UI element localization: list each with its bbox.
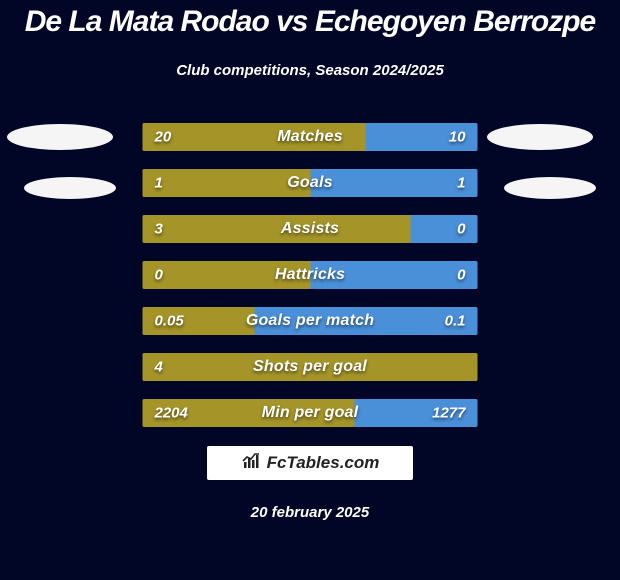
stat-fill-left: [143, 261, 311, 289]
stat-value-left: 2204: [155, 405, 188, 422]
brand-text: FcTables.com: [267, 453, 380, 473]
player-avatar-left-0: [7, 124, 113, 150]
stat-fill-left: [143, 353, 478, 381]
stat-fill-right: [310, 261, 478, 289]
stat-row-shots-per-goal: 4Shots per goal: [143, 353, 478, 381]
stat-value-left: 3: [155, 221, 163, 238]
stat-row-goals-per-match: 0.050.1Goals per match: [143, 307, 478, 335]
stat-fill-right: [411, 215, 478, 243]
footer-date: 20 february 2025: [0, 504, 620, 521]
stats-bars: 2010Matches11Goals30Assists00Hattricks0.…: [143, 123, 478, 445]
stat-value-left: 1: [155, 175, 163, 192]
player-avatar-left-1: [24, 177, 116, 199]
stat-value-right: 0: [457, 267, 465, 284]
stat-value-left: 0: [155, 267, 163, 284]
brand-chart-icon: [241, 452, 261, 475]
stat-value-right: 10: [449, 129, 466, 146]
stat-row-assists: 30Assists: [143, 215, 478, 243]
brand-badge: FcTables.com: [207, 446, 413, 480]
stat-value-right: 1277: [432, 405, 465, 422]
stat-fill-left: [143, 123, 366, 151]
player-avatar-right-0: [487, 124, 593, 150]
stat-value-right: 0.1: [445, 313, 466, 330]
stat-value-right: 1: [457, 175, 465, 192]
stat-fill-right: [310, 169, 478, 197]
player-avatar-right-1: [504, 177, 596, 199]
comparison-subtitle: Club competitions, Season 2024/2025: [0, 62, 620, 79]
stat-fill-left: [143, 215, 411, 243]
stat-row-matches: 2010Matches: [143, 123, 478, 151]
stat-value-left: 0.05: [155, 313, 184, 330]
stat-value-left: 20: [155, 129, 172, 146]
stat-row-min-per-goal: 22041277Min per goal: [143, 399, 478, 427]
comparison-title: De La Mata Rodao vs Echegoyen Berrozpe: [0, 0, 620, 38]
stat-row-goals: 11Goals: [143, 169, 478, 197]
stat-fill-left: [143, 169, 311, 197]
stat-row-hattricks: 00Hattricks: [143, 261, 478, 289]
stat-value-left: 4: [155, 359, 163, 376]
stat-value-right: 0: [457, 221, 465, 238]
